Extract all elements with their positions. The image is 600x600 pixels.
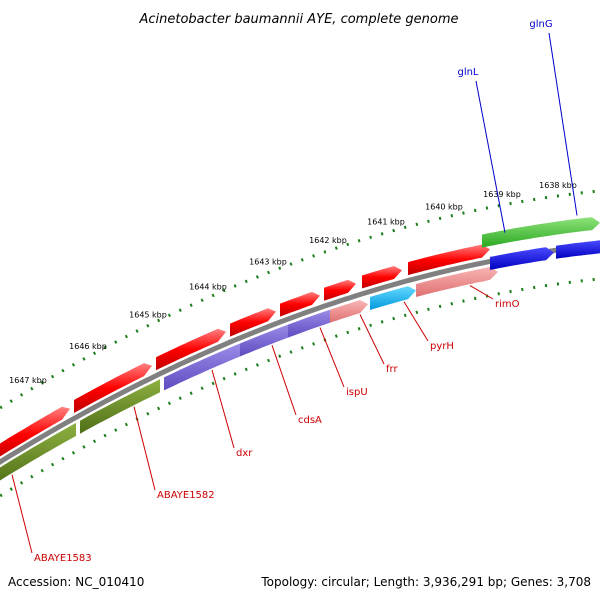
gene-ABAYE1582-band <box>80 379 160 434</box>
ruler-tick-label: 1646 kbp <box>69 342 107 351</box>
gene-label-dxr: dxr <box>236 448 253 459</box>
gene-dxr-band <box>164 343 240 391</box>
cds-arrow <box>324 279 356 301</box>
features-group <box>0 217 600 481</box>
tick-labels-group: 1638 kbp 1639 kbp 1640 kbp 1641 kbp 1642 kbp… <box>9 181 577 385</box>
gene-label-glnL: glnL <box>457 67 478 78</box>
gene-frr-arrow <box>330 300 368 323</box>
cds-arrow <box>230 308 276 337</box>
gene-labels-group: glnG glnL rimO pyrH frr ispU cdsA dxr ABAYE1582 A… <box>11 19 578 564</box>
cds-arrow <box>0 406 70 457</box>
ruler-tick-label: 1647 kbp <box>9 376 47 385</box>
cds-arrow <box>156 328 226 371</box>
ruler-tick-label: 1639 kbp <box>483 190 521 199</box>
ruler-tick-label: 1645 kbp <box>129 311 167 320</box>
gene-leader-line <box>475 80 506 233</box>
gene-leader-line <box>319 327 345 388</box>
gene-ispU-band <box>288 309 330 338</box>
gene-leader-line <box>469 285 494 300</box>
gene-glnG-band <box>556 240 600 259</box>
gene-label-glnG: glnG <box>529 19 552 30</box>
ruler-tick-label: 1638 kbp <box>539 181 577 190</box>
gene-label-cdsA: cdsA <box>298 415 322 426</box>
ruler-tick-label: 1644 kbp <box>189 283 227 292</box>
gene-label-ABAYE1582: ABAYE1582 <box>157 490 215 501</box>
ruler-tick-label: 1640 kbp <box>425 203 463 212</box>
gene-leader-line <box>133 406 156 491</box>
cds-arrow <box>280 291 320 317</box>
map-title: Acinetobacter baumannii AYE, complete ge… <box>138 12 458 27</box>
inner-ruler <box>0 277 600 498</box>
summary-text: Topology: circular; Length: 3,936,291 bp… <box>260 575 591 589</box>
gene-cdsA-band <box>240 324 288 357</box>
backbone-group <box>0 242 600 465</box>
genome-backbone <box>0 242 600 465</box>
gene-glnL-arrow <box>482 217 600 248</box>
gene-leader-line <box>548 32 578 216</box>
ruler-tick-label: 1641 kbp <box>367 218 405 227</box>
gene-leader-line <box>271 345 297 416</box>
accession-text: Accession: NC_010410 <box>8 575 144 589</box>
cds-arrow <box>362 266 402 289</box>
gene-label-pyrH: pyrH <box>430 341 454 352</box>
gene-label-frr: frr <box>386 364 398 375</box>
ruler-tick-label: 1643 kbp <box>249 258 287 267</box>
gene-ABAYE1583-band <box>0 422 76 481</box>
gene-pyrH-arrow <box>370 286 416 310</box>
gene-leader-line <box>403 301 429 342</box>
gene-label-rimO: rimO <box>495 299 520 310</box>
gene-leader-line <box>359 314 385 365</box>
gene-label-ABAYE1583: ABAYE1583 <box>34 553 92 564</box>
gene-leader-line <box>211 369 235 449</box>
ruler-tick-label: 1642 kbp <box>309 236 347 245</box>
cds-arrow <box>408 244 490 276</box>
gene-rimO-arrow <box>416 266 498 297</box>
gene-leader-line <box>11 474 33 554</box>
cds-arrow <box>74 363 152 413</box>
gene-glnG-arrow <box>490 247 554 270</box>
gene-label-ispU: ispU <box>346 387 368 398</box>
